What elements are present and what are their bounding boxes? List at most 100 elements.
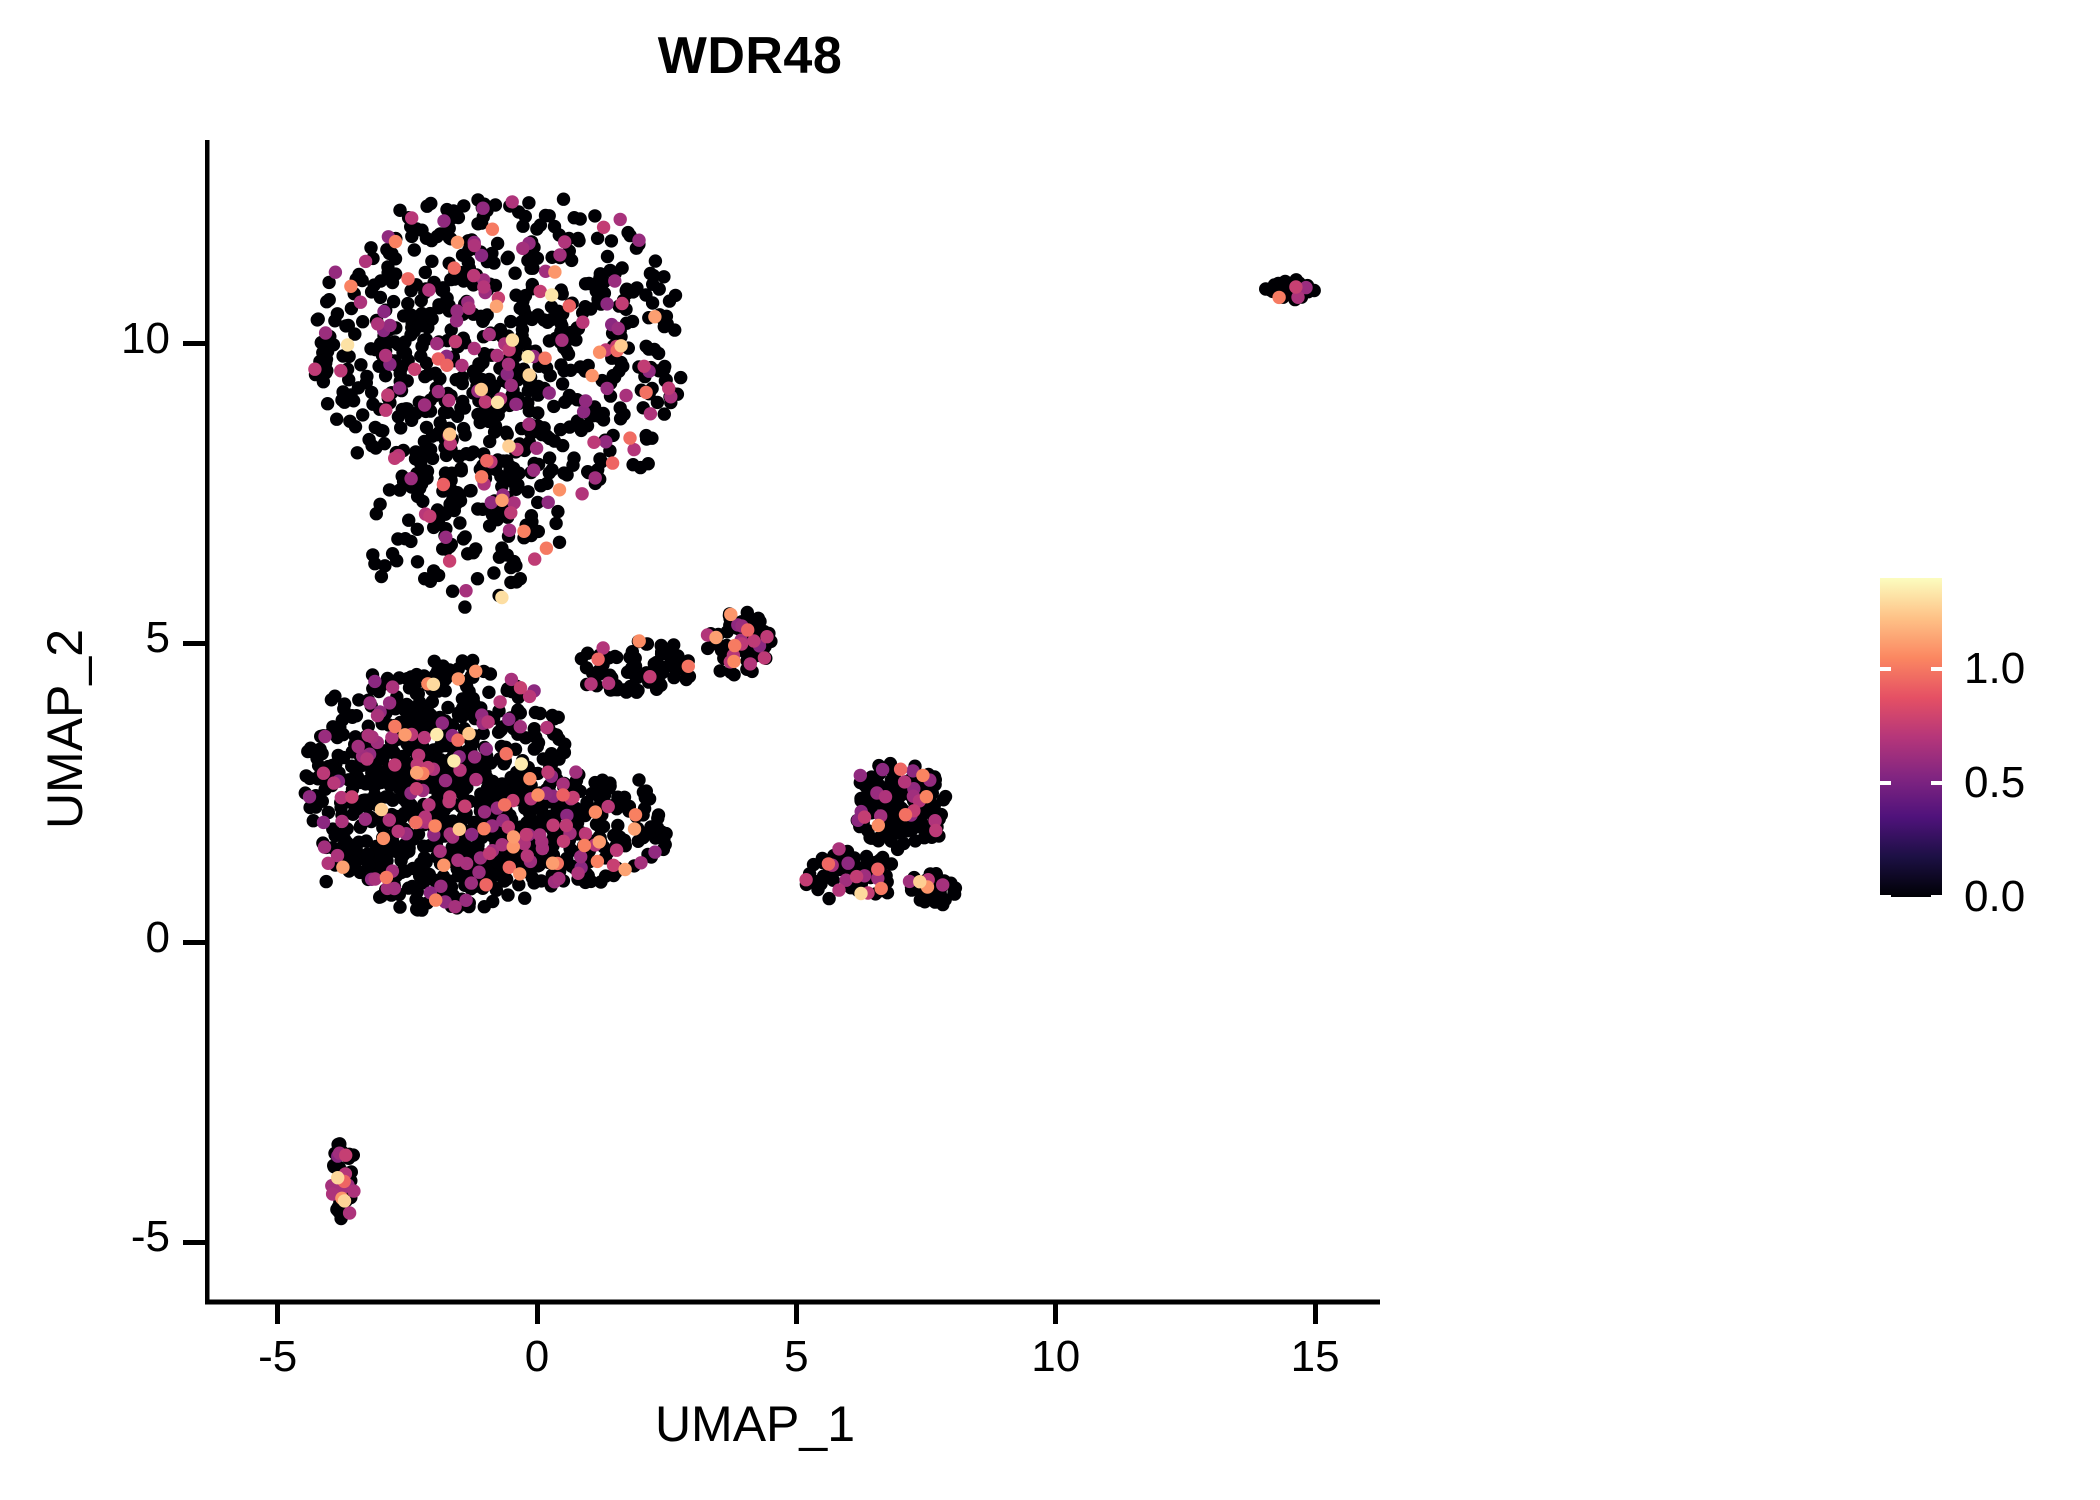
scatter-point — [648, 254, 663, 268]
scatter-point — [335, 393, 349, 407]
scatter-point — [335, 814, 349, 829]
scatter-point — [814, 877, 828, 891]
scatter-point — [459, 893, 473, 907]
scatter-point — [506, 840, 520, 854]
scatter-point — [310, 313, 324, 327]
scatter-point — [410, 555, 425, 569]
scatter-point — [760, 630, 774, 644]
scatter-point — [474, 216, 489, 230]
scatter-point — [506, 468, 521, 483]
scatter-point — [593, 452, 607, 466]
scatter-point — [356, 315, 370, 329]
scatter-point — [799, 873, 813, 887]
scatter-point — [426, 776, 440, 790]
scatter-point — [576, 315, 590, 329]
scatter-point — [504, 672, 519, 687]
scatter-point — [929, 823, 943, 838]
scatter-point — [500, 251, 514, 266]
scatter-point — [345, 790, 359, 804]
scatter-point — [600, 381, 614, 396]
scatter-point — [596, 641, 610, 655]
scatter-point — [588, 805, 603, 819]
scatter-point — [606, 368, 620, 383]
scatter-point — [592, 835, 606, 849]
scatter-point — [724, 665, 738, 679]
scatter-point — [434, 879, 448, 893]
scatter-point — [327, 1160, 341, 1174]
scatter-point — [493, 724, 507, 738]
scatter-point — [538, 351, 552, 365]
scatter-point — [330, 412, 344, 426]
scatter-point — [485, 508, 500, 522]
scatter-point — [614, 339, 628, 353]
scatter-point — [606, 858, 621, 872]
scatter-point — [458, 799, 472, 813]
scatter-point — [385, 246, 399, 261]
scatter-point — [422, 367, 436, 381]
scatter-point — [379, 790, 393, 804]
scatter-point — [425, 254, 439, 268]
scatter-point — [504, 506, 518, 520]
scatter-point — [643, 670, 657, 684]
scatter-point — [500, 367, 514, 381]
scatter-point — [891, 792, 905, 806]
scatter-point — [388, 758, 402, 772]
scatter-point — [724, 607, 738, 622]
x-tick-mark — [275, 1302, 281, 1324]
scatter-point — [435, 716, 449, 730]
scatter-point — [409, 892, 423, 907]
scatter-point — [571, 866, 585, 880]
scatter-point — [444, 272, 458, 287]
scatter-point — [540, 476, 554, 491]
scatter-point — [634, 856, 648, 870]
legend-tick-mark — [1931, 781, 1942, 786]
scatter-point — [648, 310, 662, 324]
scatter-point — [356, 408, 370, 422]
scatter-point — [456, 394, 470, 409]
scatter-point — [574, 423, 588, 438]
color-legend: 1.0 0.5 0.0 — [1880, 578, 2080, 921]
scatter-point — [331, 748, 345, 763]
scatter-point — [455, 370, 469, 384]
scatter-point — [600, 249, 615, 264]
scatter-point — [576, 306, 590, 320]
scatter-point — [364, 241, 378, 255]
scatter-point — [497, 798, 512, 812]
scatter-point — [552, 871, 566, 886]
scatter-point — [497, 874, 512, 888]
scatter-point — [447, 754, 461, 768]
legend-tick-mark — [1931, 895, 1942, 899]
scatter-point — [472, 865, 486, 879]
scatter-point — [578, 808, 592, 823]
scatter-point — [358, 812, 372, 826]
scatter-point — [632, 634, 646, 648]
x-tick-label: 5 — [784, 1332, 809, 1381]
scatter-point — [366, 548, 380, 562]
scatter-point — [713, 664, 727, 678]
scatter-point — [505, 195, 519, 209]
scatter-point — [431, 384, 446, 399]
scatter-point — [328, 689, 342, 703]
scatter-point — [861, 824, 875, 838]
scatter-point — [541, 495, 555, 509]
scatter-point — [345, 759, 359, 773]
scatter-point — [376, 831, 391, 846]
scatter-point — [522, 417, 536, 431]
scatter-point — [913, 875, 927, 889]
scatter-point — [486, 382, 500, 396]
scatter-point — [420, 471, 434, 485]
scatter-point — [552, 732, 566, 746]
scatter-point — [520, 849, 534, 863]
scatter-point — [401, 296, 415, 311]
scatter-point — [388, 719, 402, 734]
scatter-point — [422, 283, 436, 297]
scatter-point — [378, 369, 393, 383]
scatter-point — [341, 318, 355, 333]
scatter-point — [551, 504, 565, 519]
scatter-point — [509, 776, 523, 790]
scatter-point — [566, 458, 580, 472]
scatter-point — [512, 878, 526, 892]
scatter-point — [467, 750, 482, 764]
scatter-point — [619, 283, 633, 298]
scatter-point — [613, 401, 627, 415]
